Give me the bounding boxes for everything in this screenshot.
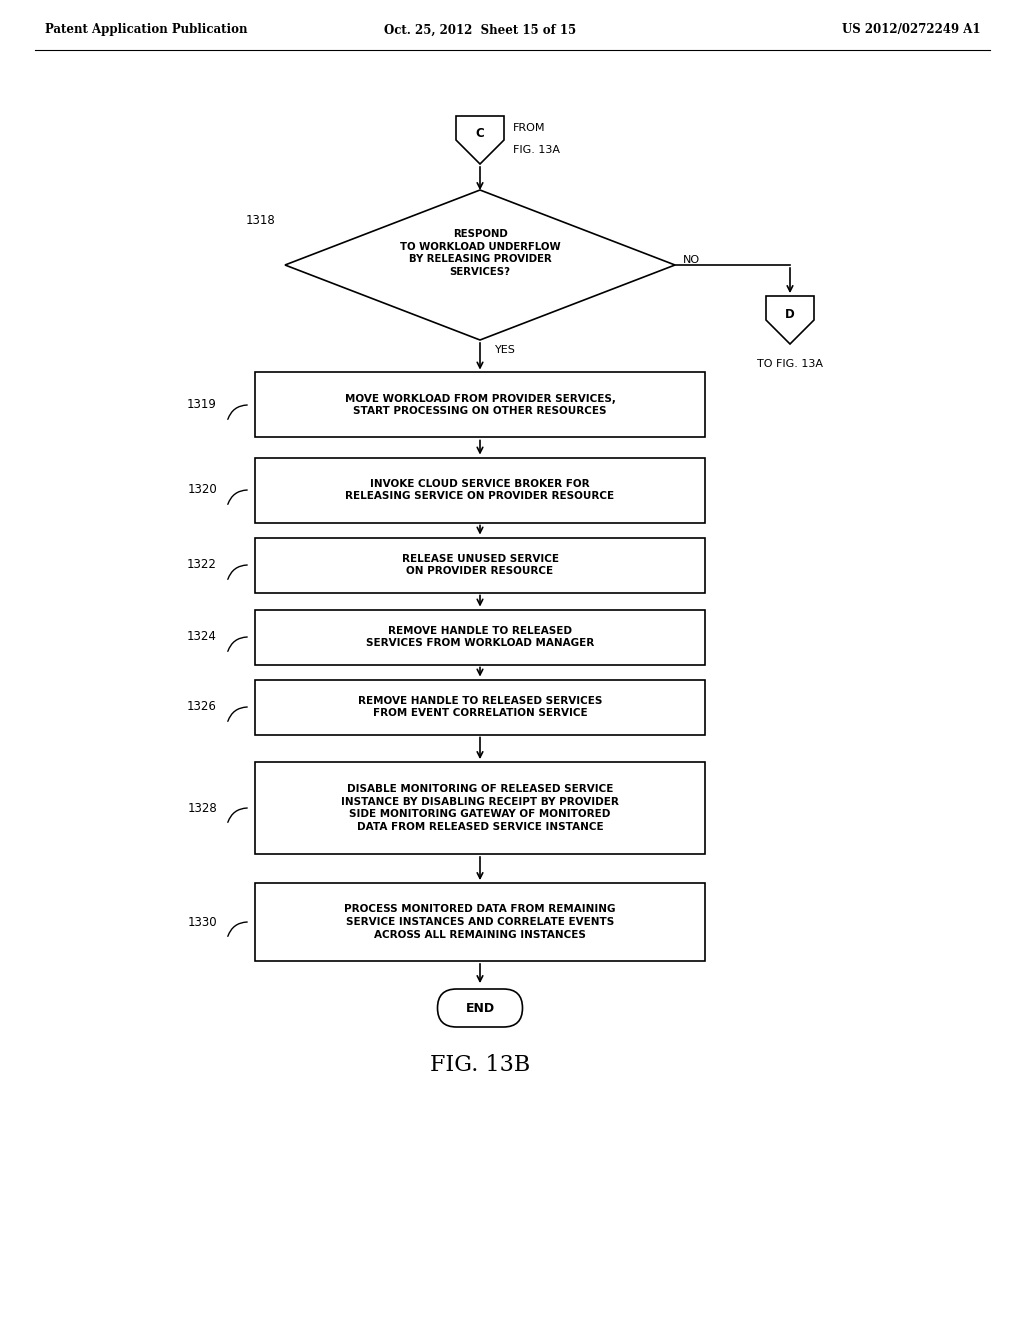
FancyBboxPatch shape [255, 458, 705, 523]
FancyBboxPatch shape [255, 610, 705, 664]
Text: INVOKE CLOUD SERVICE BROKER FOR
RELEASING SERVICE ON PROVIDER RESOURCE: INVOKE CLOUD SERVICE BROKER FOR RELEASIN… [345, 479, 614, 502]
Text: DISABLE MONITORING OF RELEASED SERVICE
INSTANCE BY DISABLING RECEIPT BY PROVIDER: DISABLE MONITORING OF RELEASED SERVICE I… [341, 784, 618, 832]
Text: D: D [785, 308, 795, 321]
Text: 1326: 1326 [187, 701, 217, 714]
Text: PROCESS MONITORED DATA FROM REMAINING
SERVICE INSTANCES AND CORRELATE EVENTS
ACR: PROCESS MONITORED DATA FROM REMAINING SE… [344, 904, 615, 940]
Text: Patent Application Publication: Patent Application Publication [45, 24, 248, 37]
Text: YES: YES [495, 345, 516, 355]
Text: REMOVE HANDLE TO RELEASED
SERVICES FROM WORKLOAD MANAGER: REMOVE HANDLE TO RELEASED SERVICES FROM … [366, 626, 594, 648]
Text: FIG. 13A: FIG. 13A [513, 145, 560, 154]
Text: 1320: 1320 [187, 483, 217, 496]
Polygon shape [766, 296, 814, 345]
Text: Oct. 25, 2012  Sheet 15 of 15: Oct. 25, 2012 Sheet 15 of 15 [384, 24, 577, 37]
FancyBboxPatch shape [255, 762, 705, 854]
Text: FIG. 13B: FIG. 13B [430, 1053, 530, 1076]
Text: MOVE WORKLOAD FROM PROVIDER SERVICES,
START PROCESSING ON OTHER RESOURCES: MOVE WORKLOAD FROM PROVIDER SERVICES, ST… [344, 393, 615, 416]
FancyBboxPatch shape [437, 989, 522, 1027]
FancyBboxPatch shape [255, 680, 705, 734]
FancyBboxPatch shape [255, 537, 705, 593]
Text: END: END [466, 1002, 495, 1015]
Text: TO FIG. 13A: TO FIG. 13A [757, 359, 823, 370]
Text: 1330: 1330 [187, 916, 217, 928]
Text: 1324: 1324 [187, 631, 217, 644]
Text: REMOVE HANDLE TO RELEASED SERVICES
FROM EVENT CORRELATION SERVICE: REMOVE HANDLE TO RELEASED SERVICES FROM … [357, 696, 602, 718]
Text: NO: NO [683, 255, 700, 265]
Text: 1318: 1318 [246, 214, 275, 227]
Text: 1328: 1328 [187, 801, 217, 814]
Text: US 2012/0272249 A1: US 2012/0272249 A1 [842, 24, 980, 37]
Text: C: C [475, 128, 484, 140]
Text: 1319: 1319 [187, 399, 217, 412]
Text: FROM: FROM [513, 123, 546, 133]
Polygon shape [456, 116, 504, 164]
Polygon shape [285, 190, 675, 341]
Text: RELEASE UNUSED SERVICE
ON PROVIDER RESOURCE: RELEASE UNUSED SERVICE ON PROVIDER RESOU… [401, 553, 558, 577]
Text: RESPOND
TO WORKLOAD UNDERFLOW
BY RELEASING PROVIDER
SERVICES?: RESPOND TO WORKLOAD UNDERFLOW BY RELEASI… [399, 230, 560, 277]
FancyBboxPatch shape [255, 372, 705, 437]
Text: 1322: 1322 [187, 558, 217, 572]
FancyBboxPatch shape [255, 883, 705, 961]
